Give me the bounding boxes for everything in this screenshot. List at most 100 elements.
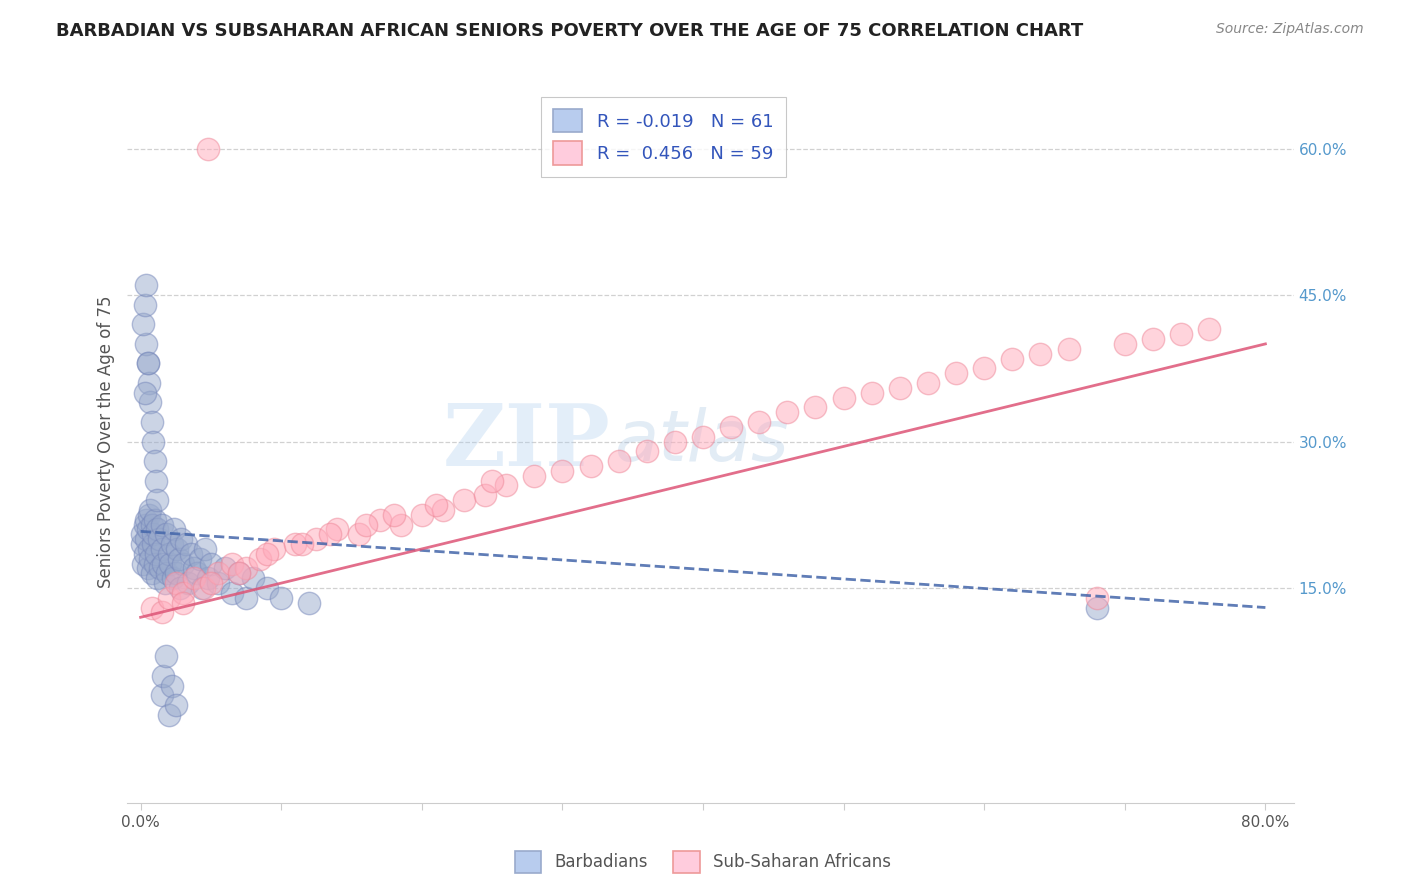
Point xyxy=(1198,322,1220,336)
Point xyxy=(354,517,377,532)
Point xyxy=(221,586,243,600)
Point xyxy=(347,527,370,541)
Point xyxy=(134,298,156,312)
Point xyxy=(1001,351,1024,366)
Point xyxy=(138,376,160,390)
Point xyxy=(664,434,686,449)
Point xyxy=(150,541,173,556)
Point xyxy=(152,557,174,571)
Point xyxy=(135,532,157,546)
Point xyxy=(917,376,939,390)
Point xyxy=(973,361,995,376)
Point xyxy=(155,527,177,541)
Point xyxy=(166,541,188,556)
Point xyxy=(174,537,197,551)
Point xyxy=(150,606,173,620)
Point xyxy=(197,142,219,156)
Point xyxy=(256,547,278,561)
Point xyxy=(263,541,285,556)
Point xyxy=(162,571,184,585)
Point xyxy=(495,478,517,492)
Point xyxy=(172,596,194,610)
Point xyxy=(156,566,179,581)
Point xyxy=(193,581,215,595)
Point xyxy=(214,561,236,575)
Point xyxy=(183,571,205,585)
Point xyxy=(142,527,165,541)
Point xyxy=(159,557,181,571)
Point xyxy=(172,586,194,600)
Point xyxy=(165,698,187,713)
Point xyxy=(1142,332,1164,346)
Point xyxy=(776,405,799,419)
Point xyxy=(132,318,155,332)
Point xyxy=(453,493,475,508)
Point xyxy=(169,581,191,595)
Point xyxy=(135,513,157,527)
Point xyxy=(425,498,447,512)
Point xyxy=(291,537,314,551)
Point xyxy=(207,576,229,591)
Y-axis label: Seniors Poverty Over the Age of 75: Seniors Poverty Over the Age of 75 xyxy=(97,295,115,588)
Point xyxy=(160,679,183,693)
Point xyxy=(889,381,911,395)
Point xyxy=(153,576,176,591)
Point xyxy=(1029,346,1052,360)
Point xyxy=(221,557,243,571)
Point xyxy=(155,649,177,664)
Point xyxy=(148,532,170,546)
Point xyxy=(474,488,496,502)
Point xyxy=(284,537,307,551)
Text: atlas: atlas xyxy=(614,407,789,476)
Point xyxy=(141,517,163,532)
Point xyxy=(235,591,257,605)
Point xyxy=(135,278,157,293)
Point xyxy=(1170,327,1192,342)
Point xyxy=(143,513,166,527)
Point xyxy=(143,557,166,571)
Point xyxy=(411,508,433,522)
Point xyxy=(139,551,162,566)
Point xyxy=(139,503,162,517)
Point xyxy=(832,391,855,405)
Point xyxy=(804,401,827,415)
Point xyxy=(382,508,405,522)
Point xyxy=(139,395,162,409)
Point xyxy=(157,547,180,561)
Point xyxy=(186,566,208,581)
Point xyxy=(132,557,155,571)
Point xyxy=(481,474,503,488)
Point xyxy=(145,474,167,488)
Point xyxy=(163,523,186,537)
Point xyxy=(183,561,205,575)
Point xyxy=(945,366,967,380)
Point xyxy=(249,551,271,566)
Point xyxy=(157,707,180,722)
Point xyxy=(389,517,412,532)
Text: BARBADIAN VS SUBSAHARAN AFRICAN SENIORS POVERTY OVER THE AGE OF 75 CORRELATION C: BARBADIAN VS SUBSAHARAN AFRICAN SENIORS … xyxy=(56,22,1084,40)
Point xyxy=(720,420,742,434)
Point xyxy=(636,444,658,458)
Point xyxy=(860,385,883,400)
Point xyxy=(141,600,163,615)
Point xyxy=(207,566,229,581)
Point xyxy=(136,356,159,370)
Point xyxy=(197,571,219,585)
Point xyxy=(157,591,180,605)
Point xyxy=(134,385,156,400)
Point xyxy=(141,566,163,581)
Point xyxy=(146,523,169,537)
Point xyxy=(607,454,630,468)
Point xyxy=(136,523,159,537)
Point xyxy=(143,454,166,468)
Legend: Barbadians, Sub-Saharan Africans: Barbadians, Sub-Saharan Africans xyxy=(508,845,898,880)
Point xyxy=(748,415,770,429)
Legend: R = -0.019   N = 61, R =  0.456   N = 59: R = -0.019 N = 61, R = 0.456 N = 59 xyxy=(541,96,786,178)
Point xyxy=(326,523,349,537)
Point xyxy=(305,532,328,546)
Point xyxy=(256,581,278,595)
Text: Source: ZipAtlas.com: Source: ZipAtlas.com xyxy=(1216,22,1364,37)
Point xyxy=(191,581,214,595)
Point xyxy=(1114,337,1136,351)
Point xyxy=(165,566,187,581)
